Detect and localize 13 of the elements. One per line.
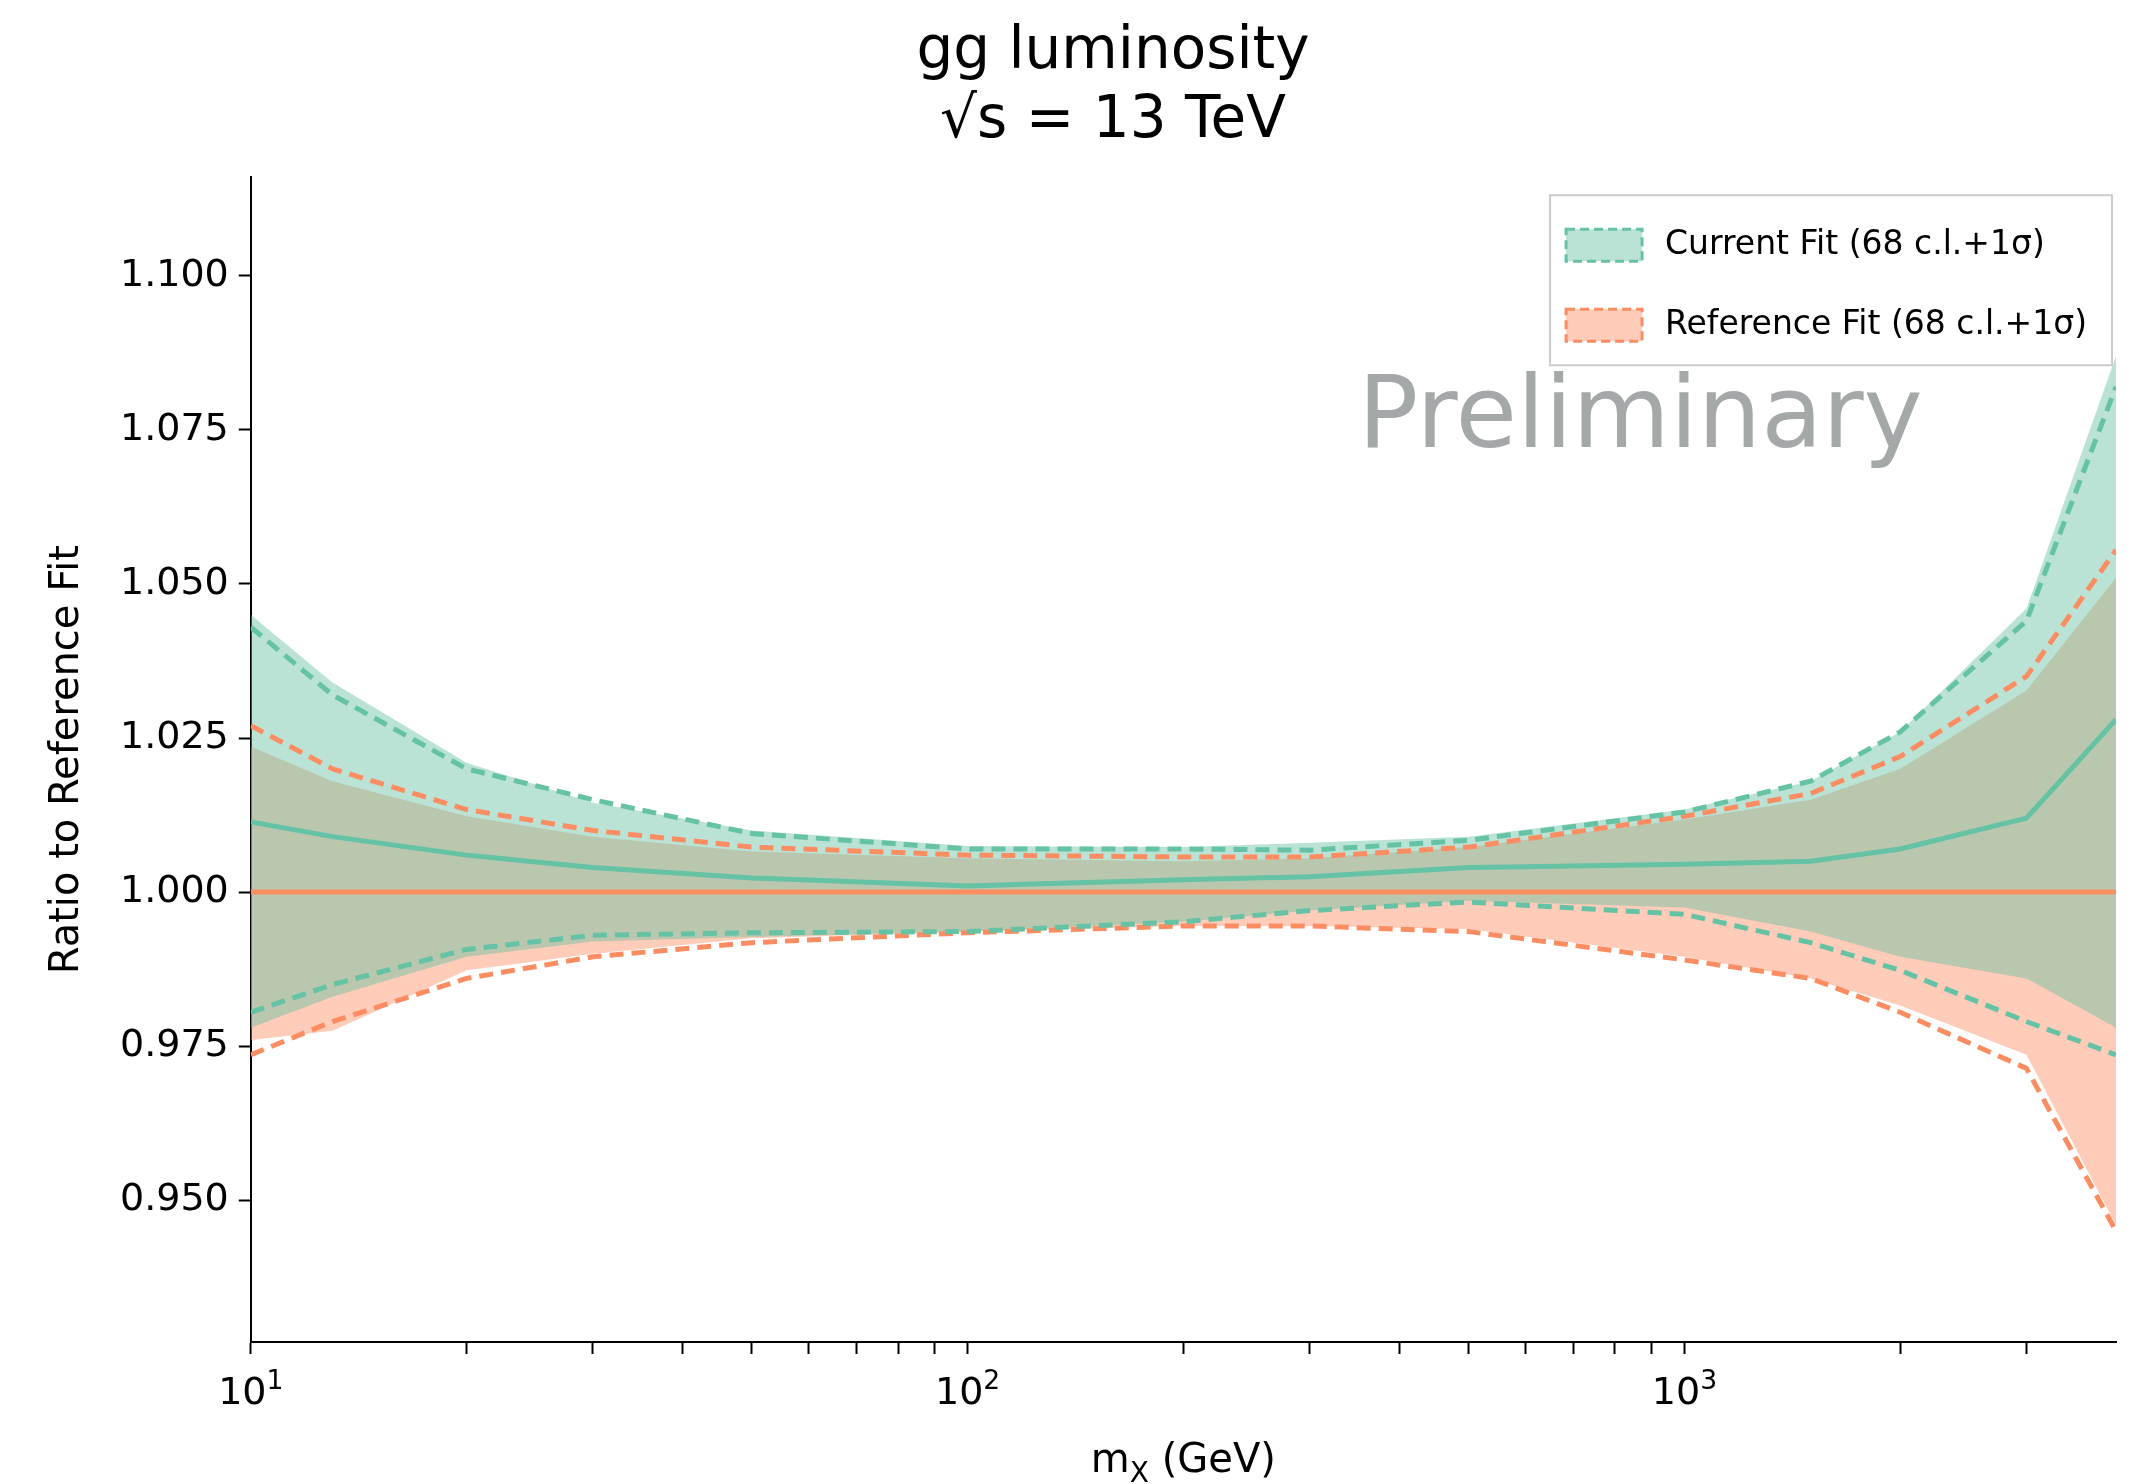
legend-label: Reference Fit (68 c.l.+1σ) [1665, 302, 2088, 342]
y-tick-label: 1.100 [119, 250, 229, 295]
y-tick-label: 0.950 [119, 1175, 229, 1220]
annotation: Preliminary [1358, 354, 1923, 472]
y-tick-label: 0.975 [119, 1021, 229, 1066]
y-tick-label: 1.025 [119, 712, 229, 757]
y-tick-label: 1.050 [119, 558, 229, 603]
chart-title: gg luminosity [916, 13, 1310, 82]
y-tick-label: 1.075 [119, 404, 229, 449]
y-tick-label: 1.000 [119, 866, 229, 911]
chart-subtitle: √s = 13 TeV [940, 83, 1287, 152]
legend-label: Current Fit (68 c.l.+1σ) [1665, 222, 2045, 262]
y-axis-title: Ratio to Reference Fit [41, 544, 87, 975]
